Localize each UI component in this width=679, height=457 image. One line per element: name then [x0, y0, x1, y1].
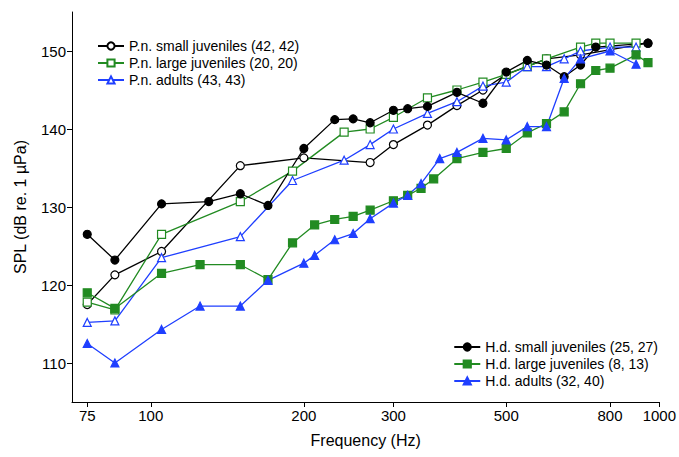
svg-text:800: 800 [598, 407, 623, 424]
svg-text:H.d. small juveniles (25, 27): H.d. small juveniles (25, 27) [485, 339, 658, 355]
svg-text:110: 110 [42, 355, 66, 372]
svg-text:140: 140 [41, 121, 66, 138]
svg-text:SPL (dB re. 1 µPa): SPL (dB re. 1 µPa) [12, 140, 29, 274]
svg-text:200: 200 [291, 407, 316, 424]
svg-text:150: 150 [41, 43, 66, 60]
svg-text:120: 120 [41, 277, 66, 294]
svg-text:P.n. adults (43, 43): P.n. adults (43, 43) [129, 72, 245, 88]
svg-text:Frequency (Hz): Frequency (Hz) [311, 432, 421, 449]
svg-text:100: 100 [138, 407, 163, 424]
svg-text:P.n. small juveniles (42, 42): P.n. small juveniles (42, 42) [129, 38, 299, 54]
svg-text:130: 130 [41, 199, 66, 216]
svg-text:1000: 1000 [643, 407, 676, 424]
svg-text:300: 300 [381, 407, 406, 424]
svg-text:H.d. large juveniles (8, 13): H.d. large juveniles (8, 13) [485, 356, 648, 372]
svg-text:75: 75 [79, 407, 96, 424]
svg-text:P.n. large juveniles (20, 20): P.n. large juveniles (20, 20) [129, 55, 298, 71]
svg-text:500: 500 [494, 407, 519, 424]
svg-text:H.d. adults (32, 40): H.d. adults (32, 40) [485, 373, 604, 389]
